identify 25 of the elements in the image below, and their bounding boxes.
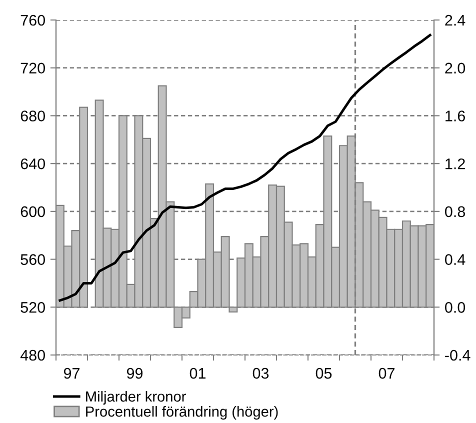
x-tick-label: 01 — [190, 368, 206, 379]
y2-tick-label: 1.2 — [446, 158, 465, 170]
x-tick-label: 99 — [126, 368, 143, 379]
x-tick-label: 03 — [252, 368, 269, 379]
y-tick-label: 680 — [20, 110, 45, 122]
y-tick-label: 520 — [20, 302, 45, 313]
y2-tick-label: 0.4 — [445, 254, 466, 265]
y2-tick-label: 2.4 — [445, 14, 466, 26]
y-tick-label: 480 — [20, 350, 45, 361]
x-tick-label: 97 — [64, 368, 80, 379]
y-tick-label: 720 — [20, 62, 45, 74]
y2-tick-label: 0.0 — [445, 302, 466, 313]
x-tick-label: 05 — [316, 368, 332, 379]
y-tick-label: 760 — [20, 14, 45, 26]
y-tick-label: 560 — [20, 254, 45, 265]
x-tick-label: 07 — [378, 368, 394, 379]
legend-label: Miljarder kronor — [86, 390, 186, 405]
y2-tick-label: 0.8 — [445, 206, 465, 218]
y2-tick-label: -0.4 — [445, 350, 470, 361]
line-series — [58, 34, 432, 302]
y-tick-label: 640 — [20, 158, 45, 170]
y2-tick-label: 1.6 — [446, 110, 465, 122]
y-tick-label: 600 — [20, 206, 45, 218]
y2-tick-label: 2.0 — [445, 62, 466, 74]
legend-label: Procentuell förändring (höger) — [86, 406, 278, 420]
